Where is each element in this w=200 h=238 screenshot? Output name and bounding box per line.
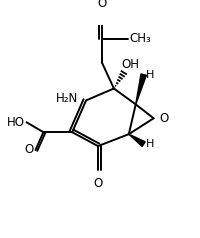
Text: HO: HO — [7, 116, 25, 129]
Text: O: O — [93, 177, 103, 190]
Text: O: O — [160, 112, 169, 125]
Text: H: H — [146, 69, 154, 79]
Polygon shape — [129, 134, 145, 146]
Text: O: O — [97, 0, 107, 10]
Text: CH₃: CH₃ — [130, 32, 152, 45]
Text: H₂N: H₂N — [56, 92, 78, 105]
Text: O: O — [24, 143, 33, 156]
Text: OH: OH — [122, 58, 140, 71]
Polygon shape — [136, 74, 146, 104]
Text: H: H — [146, 139, 154, 149]
